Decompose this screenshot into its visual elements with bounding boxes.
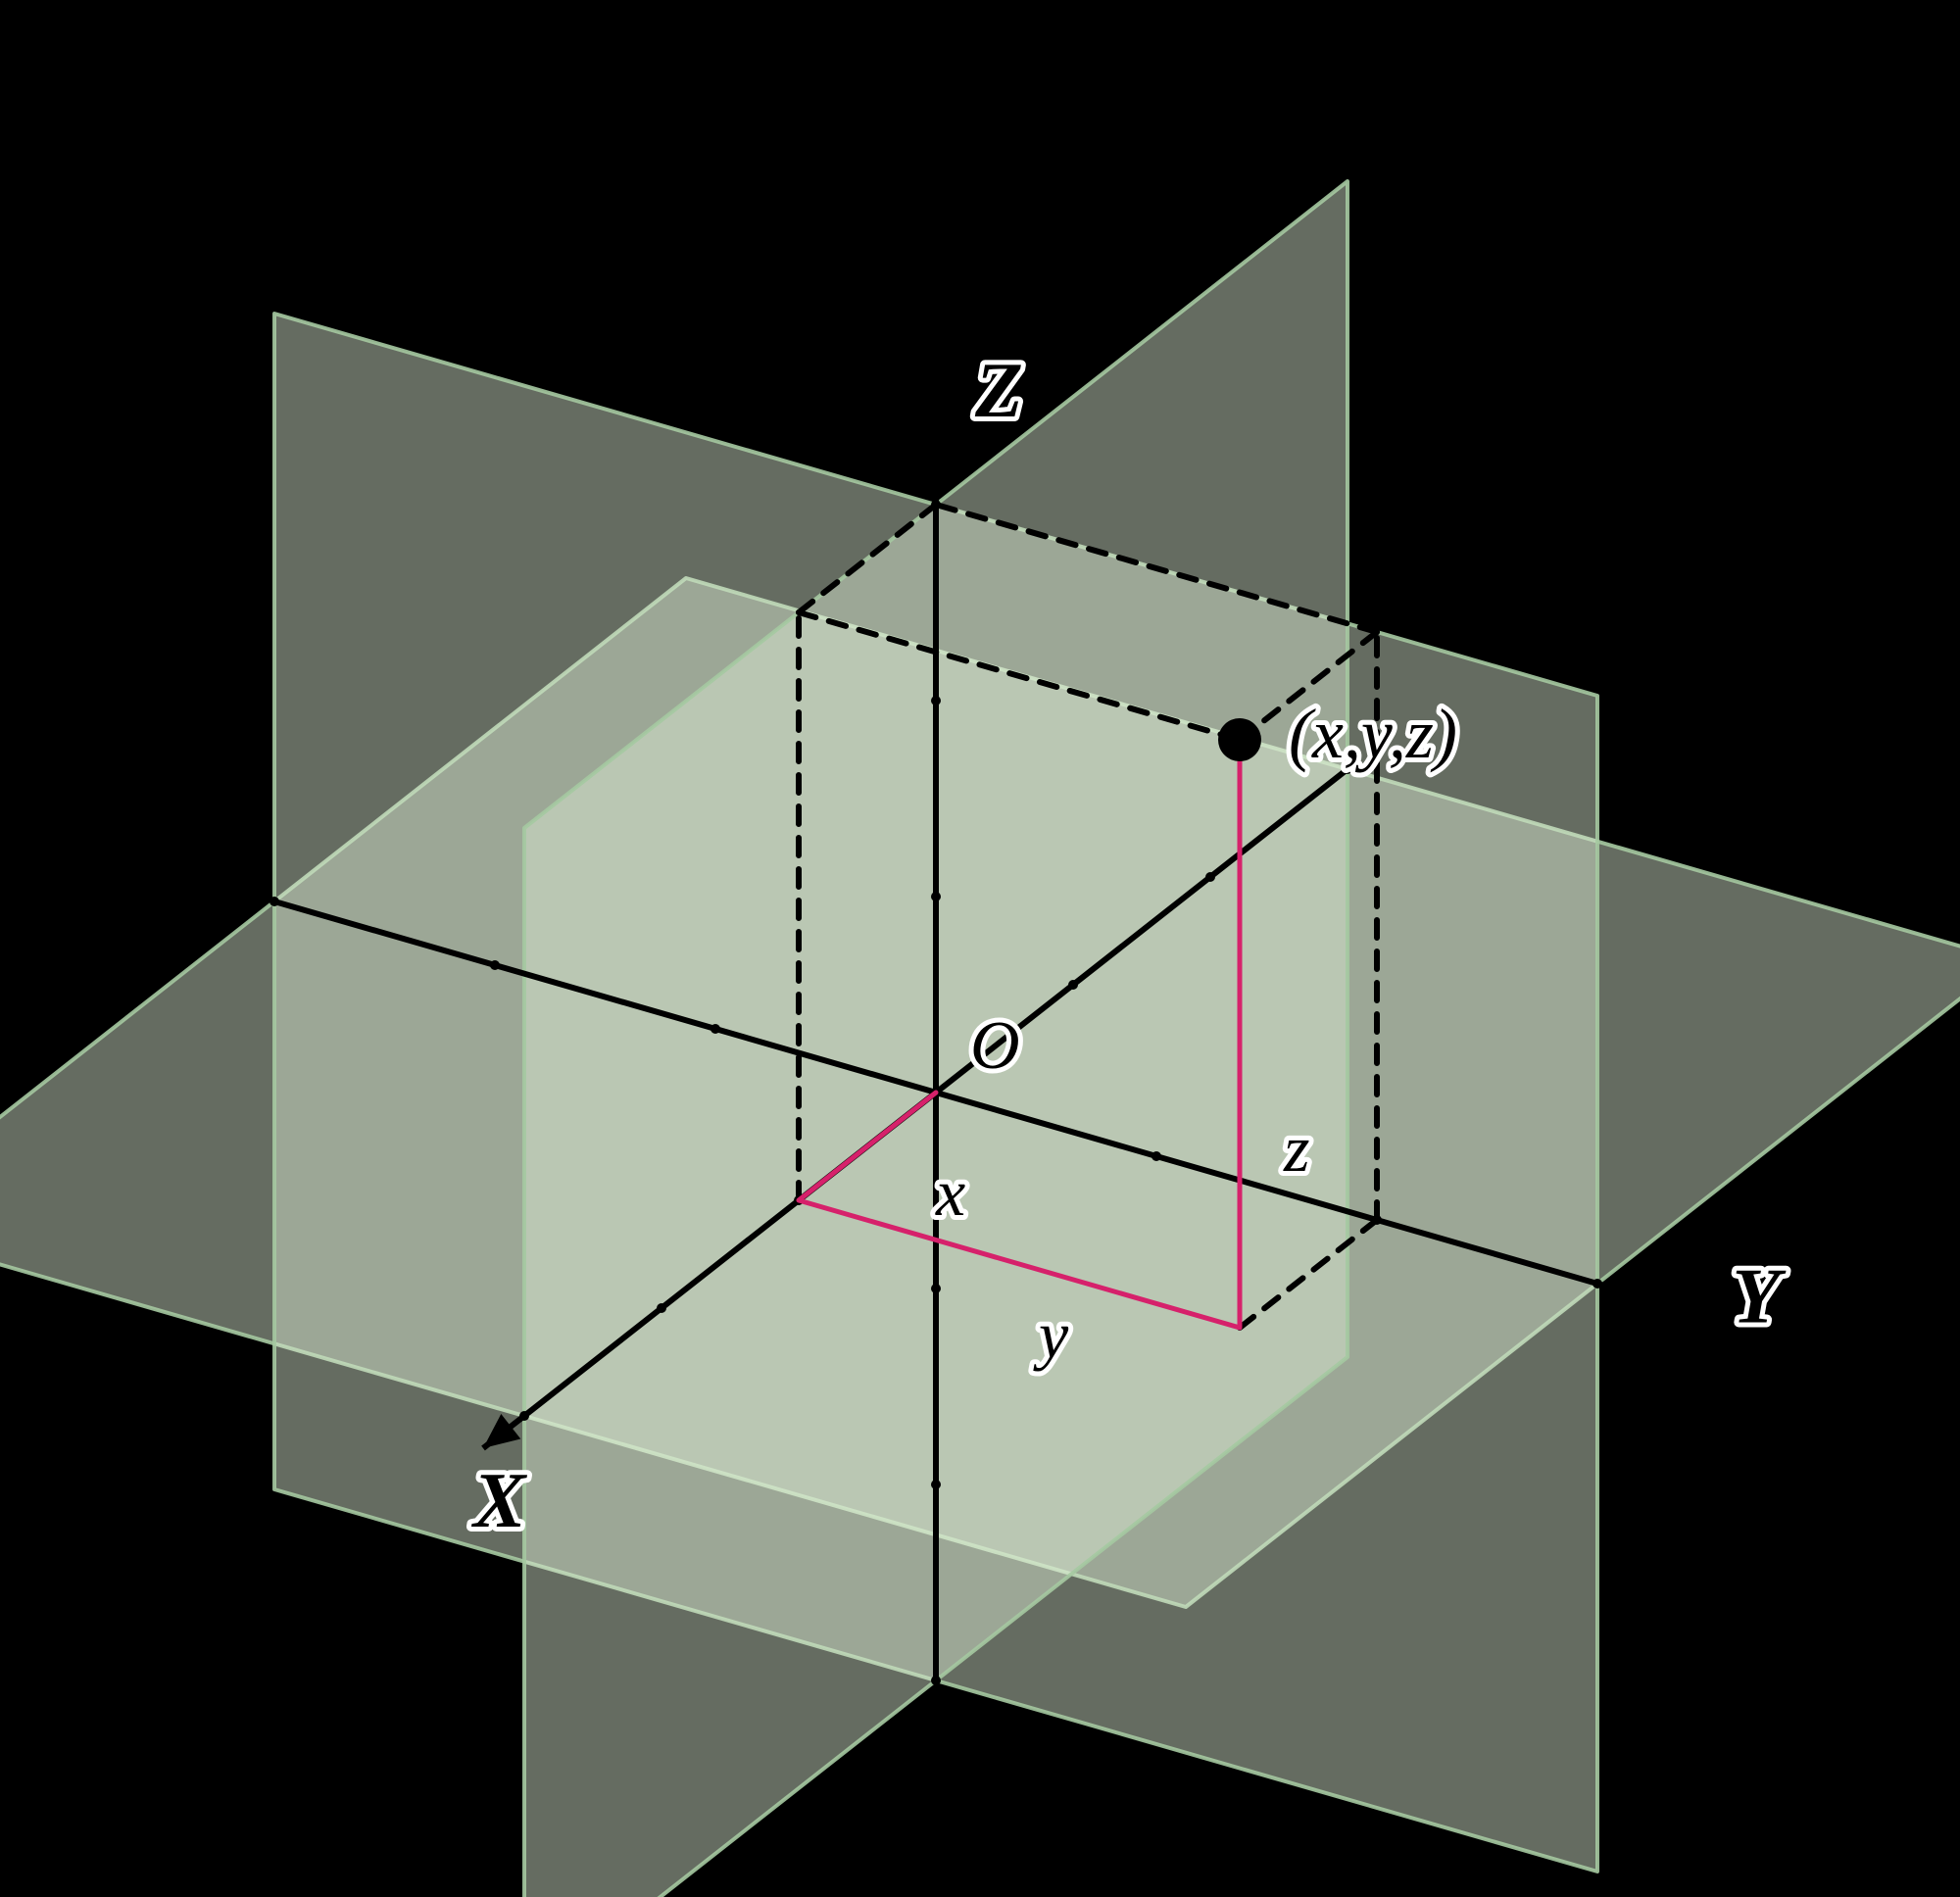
label-Z: Z: [974, 348, 1023, 434]
label-O: O: [970, 1008, 1020, 1084]
label-z_seg: z: [1283, 1111, 1309, 1186]
point-xyz: [1218, 718, 1261, 761]
label-y_seg: y: [1033, 1297, 1069, 1372]
coordinate-system-diagram: ZZYYXXOO(x,y,z)(x,y,z)xxyyzz: [0, 0, 1960, 1897]
label-x_seg: x: [935, 1155, 965, 1230]
label-pt: (x,y,z): [1289, 695, 1457, 773]
label-X: X: [470, 1458, 527, 1544]
label-Y: Y: [1733, 1254, 1787, 1340]
